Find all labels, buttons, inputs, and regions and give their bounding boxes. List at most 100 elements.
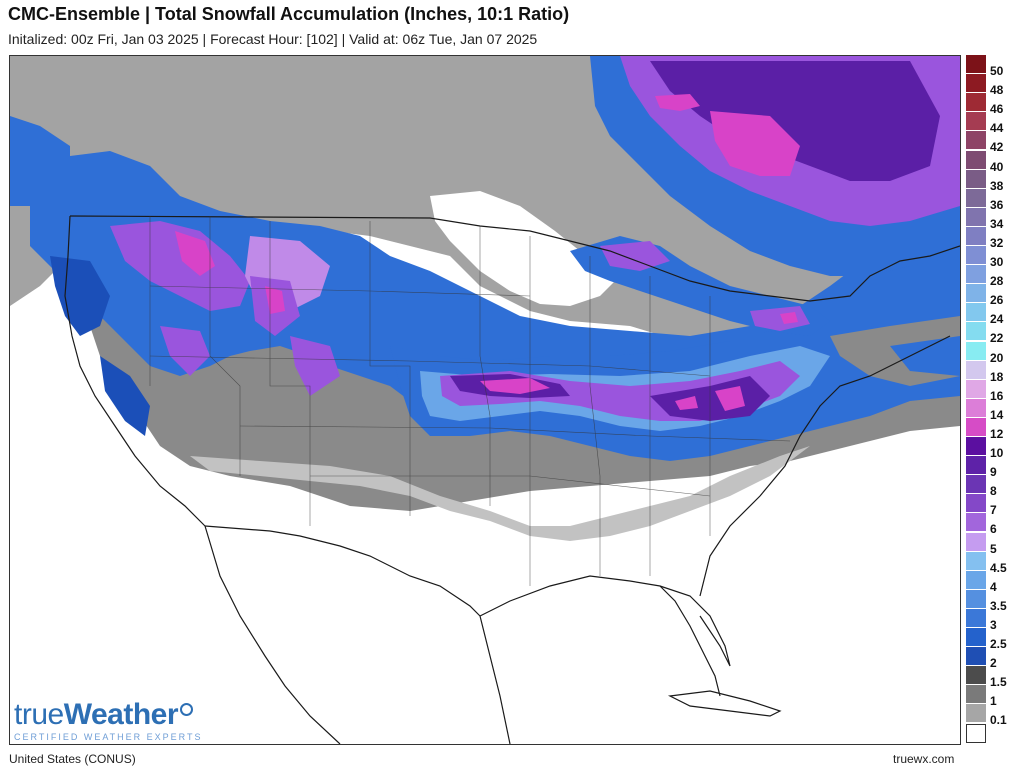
logo-circle-icon [180,703,194,716]
us-canada-border [69,215,960,302]
legend-swatch [966,360,986,380]
central-band-magenta [480,378,550,394]
snowfall-shading [10,56,960,541]
rockies-purple-5 [160,326,210,376]
legend-swatch [966,74,986,94]
legend-swatch [966,417,986,437]
legend-item: 42 [966,131,1020,154]
legend-item: 50 [966,55,1020,78]
legend-item: 38 [966,169,1020,193]
rockies-purple-1 [110,221,250,311]
legend-item: 2.5 [966,628,1020,651]
legend-swatch [966,398,986,418]
legend-label: 4 [990,579,997,594]
legend-item: 1.5 [966,666,1020,689]
legend-item: 24 [966,303,1020,326]
pacnw-blue [10,116,70,206]
lake-ontario-magenta [780,312,798,324]
legend-swatch [966,226,986,246]
region-label: United States (CONUS) [9,752,136,766]
legend-item: 12 [966,417,1020,441]
state-borders [149,216,791,586]
legend-swatch [966,628,986,647]
us-mexico-border [204,525,481,617]
legend-swatch [966,246,986,265]
legend-item: 36 [966,188,1020,212]
legend-label: 1.5 [990,675,1007,690]
legend-item: 44 [966,112,1020,135]
legend-label: 20 [990,350,1004,365]
legend-label: 44 [990,121,1004,136]
legend-item: 3 [966,608,1020,632]
legend-swatch [966,131,986,151]
canada-snow-magenta [710,111,800,176]
legend-item: 22 [966,322,1020,345]
map-title: CMC-Ensemble | Total Snowfall Accumulati… [8,4,570,24]
legend-swatch [966,265,986,285]
legend-item: 48 [966,74,1020,97]
legend-item: 6 [966,513,1020,536]
legend-swatch [966,207,986,227]
legend-item: 32 [966,226,1020,250]
legend-label: 28 [990,274,1004,289]
legend-swatch [966,666,986,686]
legend-swatch [966,532,986,552]
legend-label: 42 [990,140,1004,155]
legend-swatch [966,379,986,399]
map-canvas [10,56,960,744]
legend-label: 1 [990,694,997,709]
logo-tagline: CERTIFIED WEATHER EXPERTS [14,732,203,742]
cascades-blue [50,256,110,336]
legend-label: 14 [990,407,1004,422]
legend-swatch [966,303,986,323]
legend-label: 24 [990,312,1004,327]
legend-swatch [966,456,986,476]
legend-label: 0.1 [990,713,1007,728]
legend-swatch [966,188,986,208]
legend-item: 34 [966,207,1020,231]
legend-swatch [966,608,986,628]
legend-label: 3 [990,617,997,632]
legend-label: 16 [990,388,1004,403]
midatlantic-magenta [715,386,745,411]
legend-item: 4 [966,570,1020,594]
legend-item: 26 [966,284,1020,307]
legend-item [966,723,1020,743]
trueweather-logo: trueWeather CERTIFIED WEATHER EXPERTS [14,700,203,743]
snowfall-map [9,55,961,745]
mexico-coastline [204,525,341,744]
legend-label: 2.5 [990,637,1007,651]
legend-label: 40 [990,159,1004,174]
legend-item: 30 [966,246,1020,269]
legend-swatch [966,93,986,113]
legend-label: 3.5 [990,598,1007,613]
legend-label: 7 [990,503,997,518]
legend-swatch [966,570,986,590]
legend-swatch [966,685,986,705]
legend-label: 50 [990,64,1004,78]
legend-label: 6 [990,522,997,537]
legend-swatch [966,169,986,189]
color-legend: 50 48 46 44 42 40 38 36 34 32 30 28 26 24 22 20 18 16 14 12… [966,55,1020,745]
midatlantic-magenta-2 [675,396,698,410]
legend-swatch [966,437,986,456]
legend-label: 8 [990,484,997,499]
legend-label: 46 [990,102,1004,117]
legend-item: 20 [966,341,1020,365]
legend-item: 28 [966,265,1020,288]
cuba-outline [667,690,782,717]
legend-item: 40 [966,150,1020,174]
legend-swatch [966,723,986,743]
legend-swatch [966,589,986,609]
legend-swatch [966,150,986,170]
legend-label: 10 [990,446,1004,460]
legend-label: 38 [990,178,1004,193]
legend-swatch [966,475,986,495]
rockies-magenta-1 [175,231,215,276]
prairie-clear-zone [430,191,620,306]
legend-swatch [966,55,986,74]
great-lakes-purple [600,241,670,271]
southern-trace-zone [190,446,810,541]
gulf-coastline [479,575,731,667]
legend-item: 16 [966,379,1020,403]
